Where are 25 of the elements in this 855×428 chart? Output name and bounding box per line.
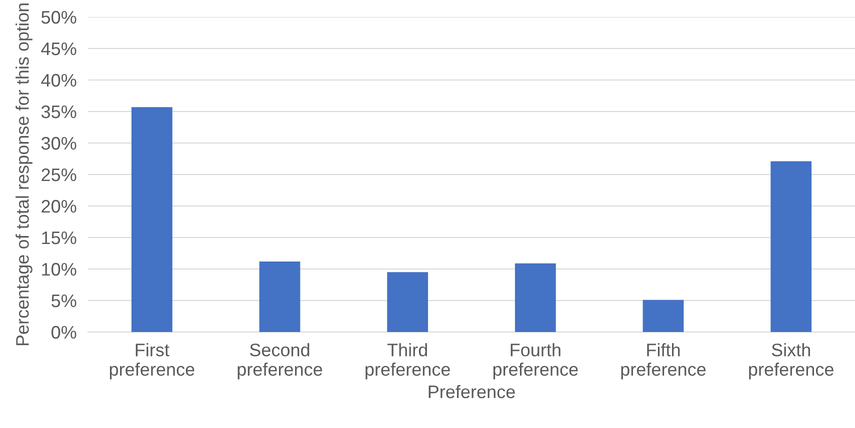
y-axis-title: Percentage of total response for this option bbox=[16, 4, 32, 346]
bar bbox=[387, 272, 428, 332]
y-tick-label: 50% bbox=[41, 10, 76, 24]
bar bbox=[259, 261, 300, 332]
bar bbox=[642, 300, 684, 332]
y-tick-label: 0% bbox=[52, 326, 76, 339]
bar bbox=[514, 263, 556, 332]
y-tick-label: 5% bbox=[52, 294, 76, 308]
y-tick-label: 40% bbox=[41, 74, 76, 87]
y-tick-label: 25% bbox=[42, 168, 76, 182]
x-tick-label: Second preference bbox=[238, 343, 322, 380]
y-tick-label: 20% bbox=[42, 200, 76, 213]
y-tick-label: 35% bbox=[41, 105, 76, 118]
bar bbox=[131, 107, 172, 332]
bar bbox=[770, 161, 812, 332]
y-tick-label: 10% bbox=[42, 262, 76, 276]
x-tick-label: Fifth preference bbox=[621, 343, 706, 380]
y-tick-label: 30% bbox=[41, 136, 76, 150]
x-axis-title: Preference bbox=[428, 384, 515, 398]
x-tick-label: Sixth preference bbox=[749, 343, 834, 380]
x-tick-label: First preference bbox=[110, 343, 194, 380]
x-tick-label: Fourth preference bbox=[493, 343, 578, 380]
y-tick-label: 45% bbox=[41, 42, 76, 56]
x-tick-label: Third preference bbox=[366, 343, 450, 380]
y-tick-label: 15% bbox=[42, 232, 76, 244]
